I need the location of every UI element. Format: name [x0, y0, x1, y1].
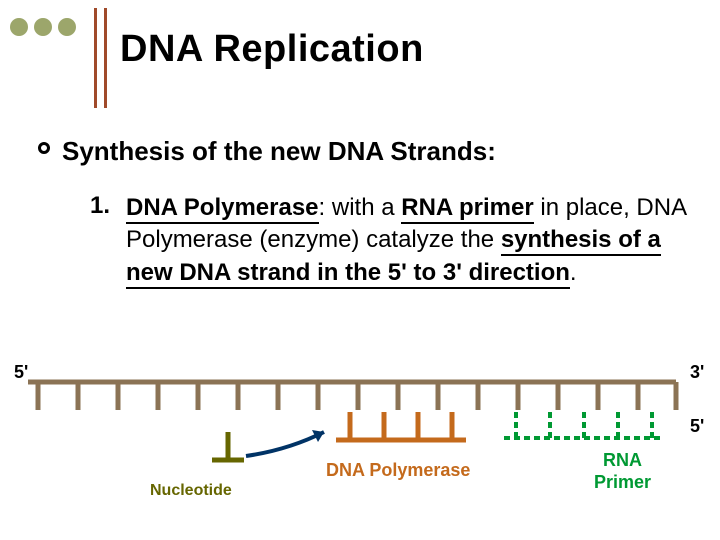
nucleotide-label: Nucleotide: [150, 482, 232, 500]
label-five-prime-right: 5': [690, 416, 704, 437]
label-three-prime-right: 3': [690, 362, 704, 383]
dot-3: [58, 18, 76, 36]
header-dots: [10, 18, 88, 36]
term-rna-primer: RNA primer: [401, 194, 533, 224]
nucleotide-icon: [212, 432, 244, 460]
header-vline-left: [94, 8, 97, 108]
dot-1: [10, 18, 28, 36]
dot-2: [34, 18, 52, 36]
label-five-prime-left: 5': [14, 362, 28, 383]
primer-label-line2: Primer: [594, 472, 651, 492]
primer-label: RNA Primer: [594, 450, 651, 493]
polymerase-label: DNA Polymerase: [326, 460, 470, 481]
list-number: 1.: [90, 192, 110, 220]
rna-primer-region: [504, 412, 664, 438]
primer-label-line1: RNA: [603, 450, 642, 470]
bullet-ring-icon: [38, 142, 50, 154]
body-frag-3: .: [570, 259, 577, 286]
body-frag-1: : with a: [319, 194, 402, 221]
term-dna-polymerase: DNA Polymerase: [126, 194, 319, 224]
header-vline-right: [104, 8, 107, 108]
arrow-icon: [246, 430, 324, 456]
slide-title: DNA Replication: [120, 28, 424, 71]
polymerase-region: [336, 412, 466, 440]
subtitle: Synthesis of the new DNA Strands:: [62, 136, 496, 167]
body-paragraph: DNA Polymerase: with a RNA primer in pla…: [126, 192, 686, 289]
